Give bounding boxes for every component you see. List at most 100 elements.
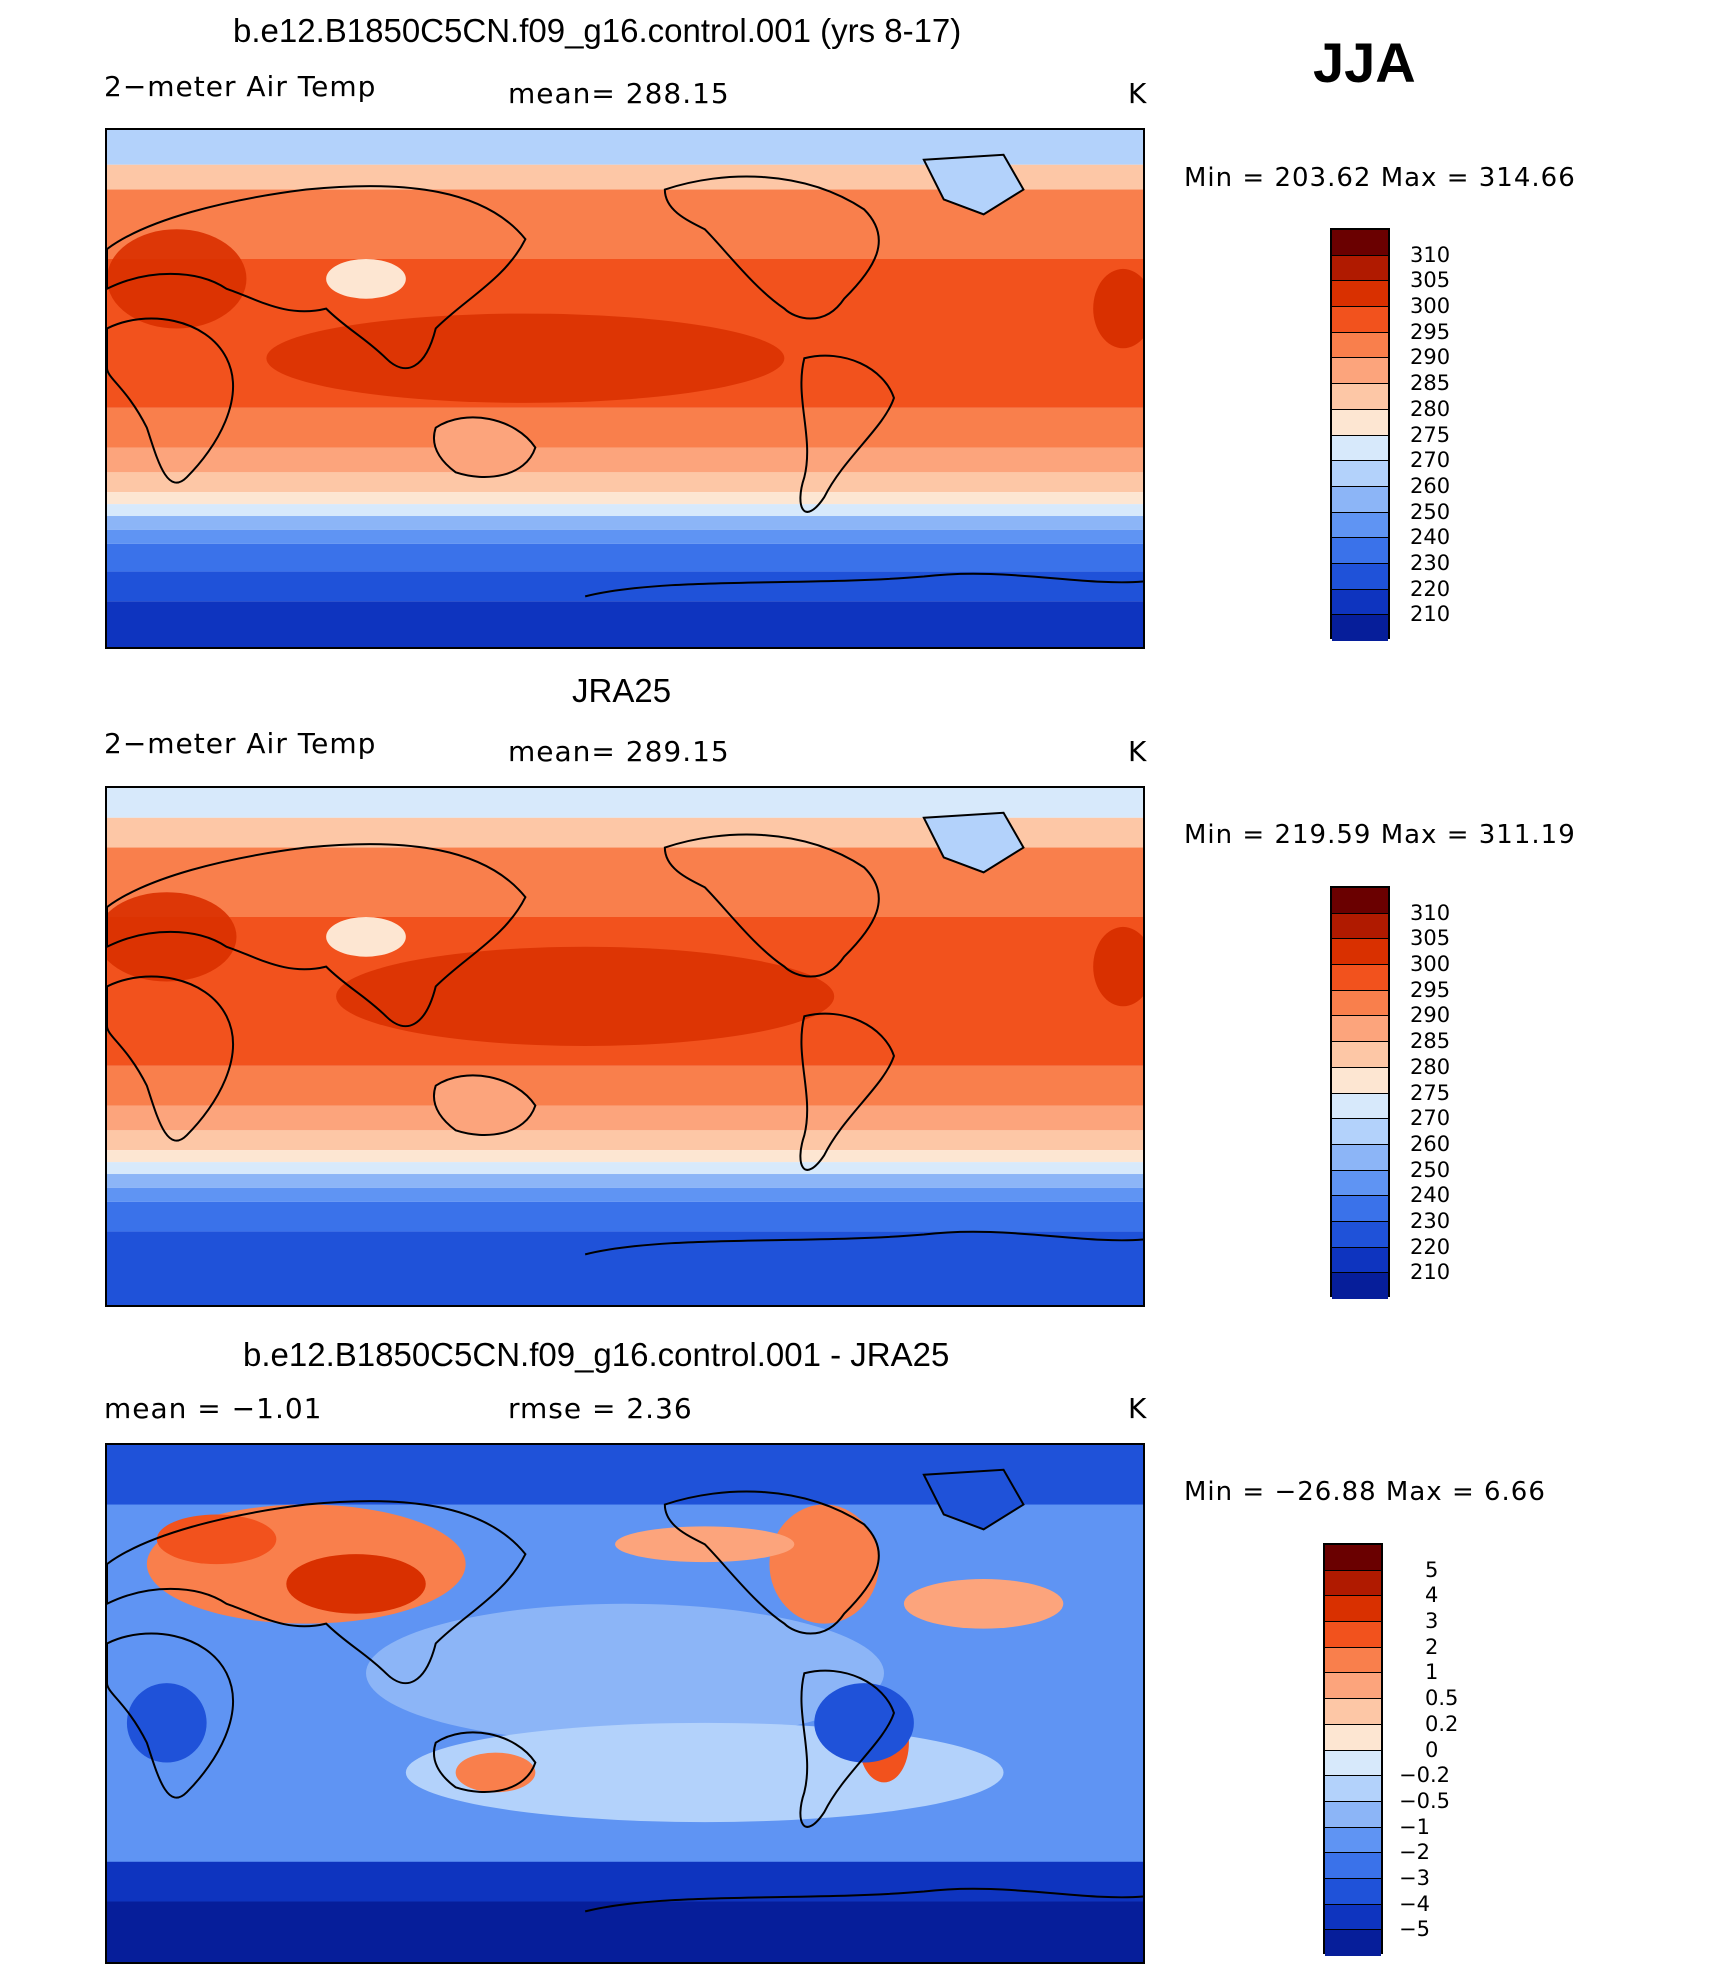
colorbar-swatch xyxy=(1325,1596,1381,1623)
colorbar-label: 4 xyxy=(1425,1583,1439,1608)
colorbar-label: 285 xyxy=(1410,1029,1451,1054)
colorbar-swatch xyxy=(1332,435,1388,462)
panel-1-variable-label: 2−meter Air Temp xyxy=(104,70,377,103)
colorbar-swatch xyxy=(1332,1196,1388,1222)
colorbar-swatch xyxy=(1325,1724,1381,1751)
colorbar-label: 0.2 xyxy=(1425,1711,1459,1736)
colorbar-swatch xyxy=(1325,1647,1381,1674)
colorbar-swatch xyxy=(1332,1221,1388,1248)
colorbar-swatch xyxy=(1332,512,1388,539)
colorbar-label: 230 xyxy=(1410,550,1451,575)
season-label: JJA xyxy=(1313,31,1416,94)
colorbar-swatch xyxy=(1332,230,1388,256)
panel-1-units: K xyxy=(1128,77,1148,110)
colorbar-label: −5 xyxy=(1399,1917,1430,1942)
colorbar-label: 260 xyxy=(1410,1131,1451,1156)
colorbar-swatch xyxy=(1332,888,1388,914)
panel-2-units: K xyxy=(1128,735,1148,768)
panel-3-units: K xyxy=(1128,1392,1148,1425)
colorbar-label: −1 xyxy=(1399,1814,1430,1839)
panel-2-map-svg xyxy=(107,788,1143,1305)
colorbar-label: 250 xyxy=(1410,1157,1451,1182)
colorbar-swatch xyxy=(1325,1570,1381,1597)
colorbar-swatch xyxy=(1332,1170,1388,1197)
panel-1-colorbar-swatches xyxy=(1330,228,1390,641)
colorbar-swatch xyxy=(1332,1144,1388,1171)
panel-3-colorbar: 5 4 3 2 1 0.5 0.2 0 −0.2 −0.5 −1 −2 −3 −4 −5 xyxy=(1323,1543,1473,1958)
panel-1-mean-label: mean= 288.15 xyxy=(508,77,730,110)
colorbar-label: 300 xyxy=(1410,952,1451,977)
colorbar-label: 230 xyxy=(1410,1208,1451,1233)
colorbar-label: 250 xyxy=(1410,499,1451,524)
colorbar-label: 220 xyxy=(1410,576,1451,601)
colorbar-label: 275 xyxy=(1410,422,1451,447)
colorbar-swatch xyxy=(1332,589,1388,616)
colorbar-label: 300 xyxy=(1410,294,1451,319)
panel-1-map xyxy=(105,128,1145,649)
colorbar-swatch xyxy=(1325,1930,1381,1956)
colorbar-swatch xyxy=(1332,307,1388,333)
colorbar-swatch xyxy=(1332,1119,1388,1145)
colorbar-swatch xyxy=(1332,1247,1388,1274)
colorbar-swatch xyxy=(1332,1067,1388,1094)
colorbar-label: 295 xyxy=(1410,319,1451,344)
colorbar-label: 310 xyxy=(1410,242,1451,267)
colorbar-swatch xyxy=(1332,538,1388,564)
panel-3-map-svg xyxy=(107,1445,1143,1962)
colorbar-swatch xyxy=(1332,384,1388,410)
colorbar-label: −3 xyxy=(1399,1865,1430,1890)
colorbar-label: 2 xyxy=(1425,1634,1439,1659)
colorbar-label: 280 xyxy=(1410,1054,1451,1079)
colorbar-swatch xyxy=(1332,939,1388,966)
colorbar-label: −2 xyxy=(1399,1840,1430,1865)
panel-2-map xyxy=(105,786,1145,1307)
colorbar-swatch xyxy=(1325,1827,1381,1854)
colorbar-label: 310 xyxy=(1410,900,1451,925)
colorbar-swatch xyxy=(1325,1545,1381,1571)
colorbar-label: 295 xyxy=(1410,977,1451,1002)
colorbar-label: 240 xyxy=(1410,1183,1451,1208)
colorbar-label: 275 xyxy=(1410,1080,1451,1105)
panel-3-title: b.e12.B1850C5CN.f09_g16.control.001 - JR… xyxy=(243,1336,950,1373)
colorbar-swatch xyxy=(1332,281,1388,308)
panel-2-minmax: Min = 219.59 Max = 311.19 xyxy=(1184,820,1576,850)
colorbar-swatch xyxy=(1325,1622,1381,1648)
panel-1-minmax: Min = 203.62 Max = 314.66 xyxy=(1184,163,1576,193)
colorbar-swatch xyxy=(1332,563,1388,590)
panel-2-mean-label: mean= 289.15 xyxy=(508,735,730,768)
panel-1-colorbar: 310 305 300 295 290 285 280 275 270 260 250 240 230 2… xyxy=(1330,228,1470,643)
colorbar-swatch xyxy=(1332,913,1388,940)
panel-3-mean-label: mean = −1.01 xyxy=(104,1392,323,1425)
colorbar-swatch xyxy=(1332,255,1388,282)
colorbar-label: 305 xyxy=(1410,926,1451,951)
panel-2-colorbar: 310 305 300 295 290 285 280 275 270 260 250 240 230 2… xyxy=(1330,886,1470,1301)
colorbar-label: 1 xyxy=(1425,1660,1439,1685)
colorbar-swatch xyxy=(1332,486,1388,513)
colorbar-label: 220 xyxy=(1410,1234,1451,1259)
colorbar-swatch xyxy=(1325,1904,1381,1931)
colorbar-label: −0.2 xyxy=(1399,1763,1450,1788)
colorbar-swatch xyxy=(1332,1273,1388,1299)
colorbar-swatch xyxy=(1332,990,1388,1017)
colorbar-swatch xyxy=(1332,332,1388,359)
colorbar-label: 270 xyxy=(1410,1106,1451,1131)
panel-3-rmse-label: rmse = 2.36 xyxy=(508,1392,693,1425)
colorbar-label: 260 xyxy=(1410,473,1451,498)
colorbar-swatch xyxy=(1325,1853,1381,1879)
colorbar-label: 305 xyxy=(1410,268,1451,293)
colorbar-swatch xyxy=(1325,1699,1381,1725)
colorbar-label: 3 xyxy=(1425,1609,1439,1634)
colorbar-label: 5 xyxy=(1425,1557,1439,1582)
colorbar-label: 210 xyxy=(1410,602,1451,627)
panel-1-map-svg xyxy=(107,130,1143,647)
colorbar-swatch xyxy=(1332,1042,1388,1068)
colorbar-label: 285 xyxy=(1410,371,1451,396)
panel-2-title: JRA25 xyxy=(572,672,672,709)
colorbar-label: 240 xyxy=(1410,525,1451,550)
panel-3-minmax: Min = −26.88 Max = 6.66 xyxy=(1184,1477,1546,1507)
colorbar-swatch xyxy=(1325,1776,1381,1802)
colorbar-swatch xyxy=(1332,1093,1388,1120)
colorbar-swatch xyxy=(1325,1750,1381,1777)
colorbar-label: 290 xyxy=(1410,1003,1451,1028)
colorbar-swatch xyxy=(1325,1801,1381,1828)
